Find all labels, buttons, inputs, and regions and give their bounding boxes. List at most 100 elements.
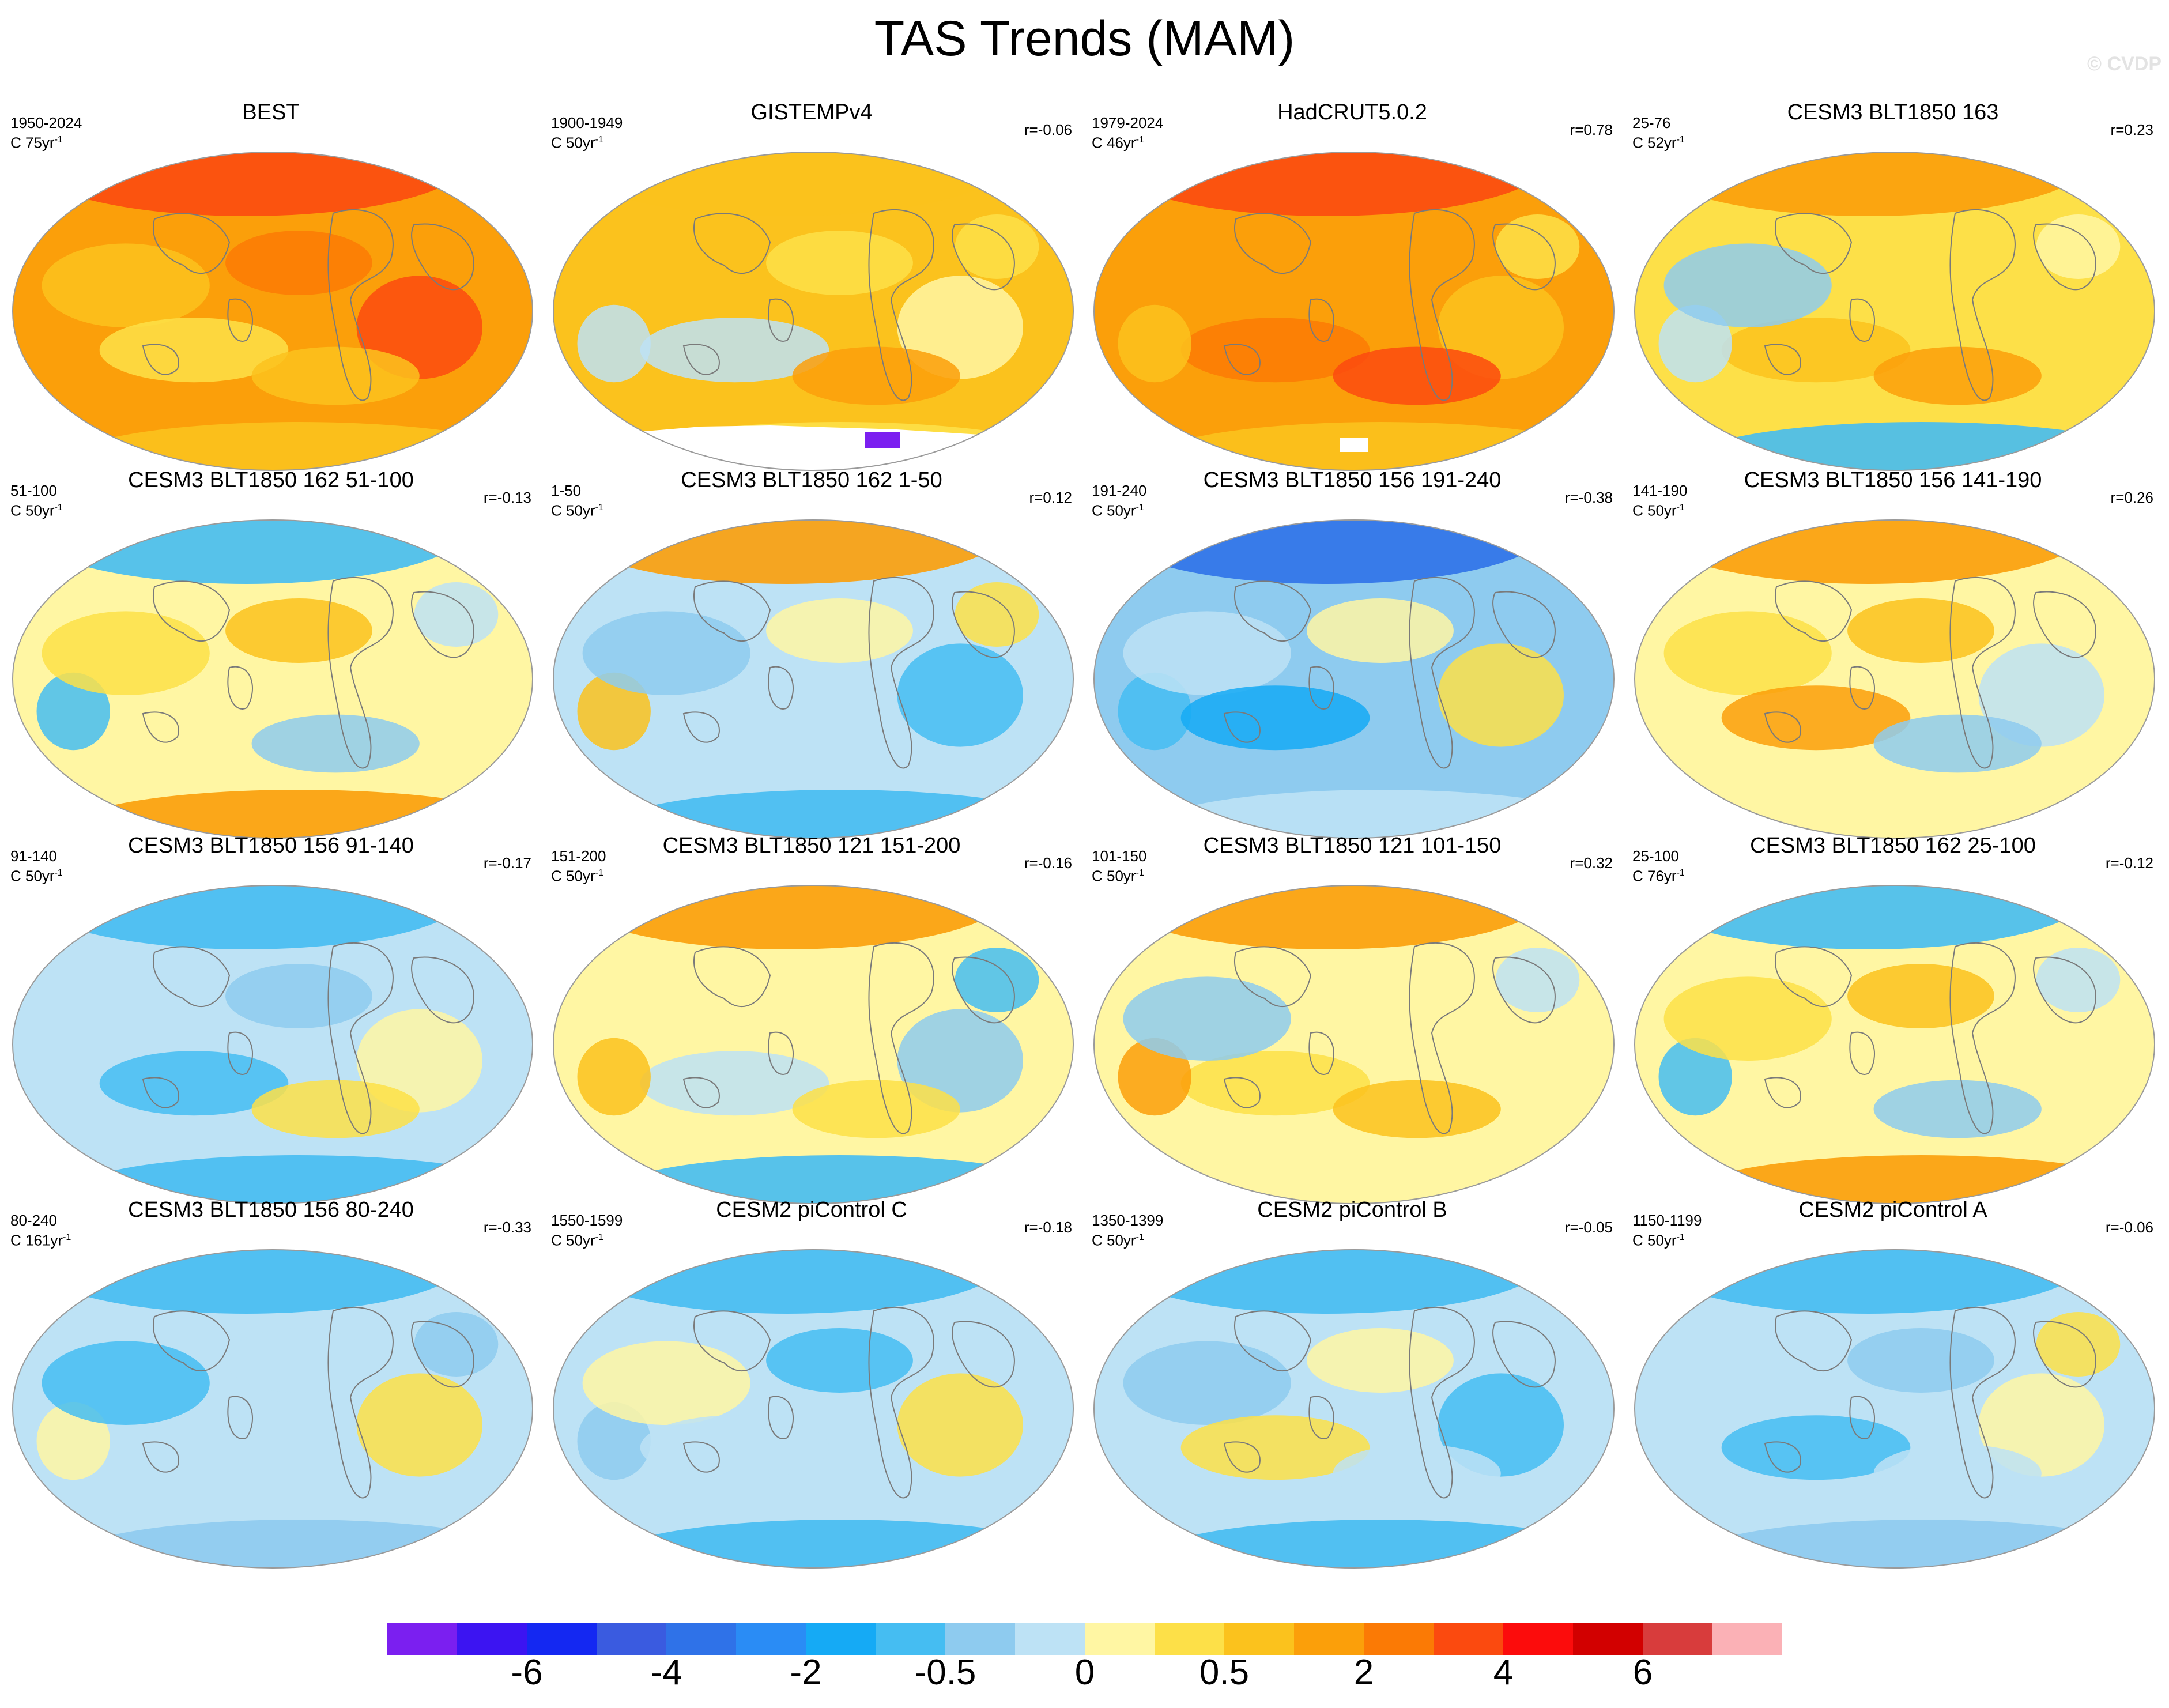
panel-correlation: r=-0.33 (483, 1219, 531, 1236)
anomaly-region (1307, 598, 1454, 663)
anomaly-region (792, 1080, 960, 1138)
anomaly-region (99, 318, 289, 383)
anomaly-region (955, 582, 1039, 647)
panel-title: CESM2 piControl C (716, 1198, 907, 1222)
anomaly-region (414, 948, 499, 1012)
map-panel: CESM3 BLT1850 121 101-150 101-150 C 50yr-1… (1081, 830, 1623, 1204)
trend-map (1093, 885, 1615, 1204)
trend-map (1093, 152, 1615, 471)
anomaly-region (1118, 304, 1191, 383)
anomaly-region (1663, 243, 1832, 327)
arctic-anomaly (1648, 520, 2089, 584)
panel-years: 151-200 (551, 847, 606, 865)
map-panel: CESM2 piControl A 1150-1199 C 50yr-1 r=-0.0… (1622, 1194, 2164, 1569)
colorbar-box (945, 1623, 1015, 1655)
anomaly-region (1438, 643, 1564, 747)
colorbar-box (1364, 1623, 1434, 1655)
antarctic-anomaly (603, 790, 1073, 838)
arctic-anomaly (567, 152, 1008, 216)
map-outline (1634, 152, 2155, 471)
anomaly-region (414, 582, 499, 647)
anomaly-region (251, 1080, 420, 1138)
panel-span: C 50yr-1 (551, 502, 603, 519)
anomaly-region (1721, 318, 1911, 383)
arctic-anomaly (26, 885, 467, 949)
anomaly-region (577, 1038, 651, 1116)
anomaly-region (640, 1415, 829, 1480)
anomaly-region (1847, 598, 1994, 663)
anomaly-region (582, 1341, 750, 1425)
map-panel: CESM3 BLT1850 121 151-200 151-200 C 50yr-1… (541, 830, 1082, 1204)
anomaly-region (1847, 964, 1994, 1028)
map-panel: CESM3 BLT1850 162 51-100 51-100 C 50yr-1 r=… (0, 465, 542, 839)
antarctic-anomaly (603, 1520, 1073, 1568)
coastline (142, 1306, 474, 1499)
arctic-anomaly (567, 520, 1008, 584)
trend-map (1634, 152, 2155, 471)
panel-years: 1979-2024 (1092, 114, 1164, 131)
anomaly-region (1333, 1080, 1501, 1138)
anomaly-region (897, 1373, 1023, 1477)
anomaly-region (99, 1051, 289, 1116)
panel-span: C 50yr-1 (1092, 502, 1144, 519)
coastline (142, 209, 474, 401)
antarctic-anomaly (1685, 1520, 2155, 1568)
panel-title: CESM3 BLT1850 121 151-200 (662, 834, 961, 858)
antarctic-anomaly (1144, 1520, 1614, 1568)
map-panel: CESM2 piControl C 1550-1599 C 50yr-1 r=-0.1… (541, 1194, 1082, 1569)
anomaly-region (582, 611, 750, 695)
colorbar-box (597, 1623, 666, 1655)
anomaly-region (1658, 304, 1732, 383)
arctic-anomaly (567, 1250, 1008, 1314)
trend-map (553, 1249, 1074, 1569)
anomaly-region (1663, 611, 1832, 695)
panel-correlation: r=-0.38 (1564, 489, 1613, 506)
trend-map (553, 885, 1074, 1204)
panel-correlation: r=-0.17 (483, 854, 531, 872)
map-outline (553, 885, 1074, 1204)
anomaly-region (1333, 346, 1501, 405)
trend-map (12, 152, 533, 471)
colorbar-box (457, 1623, 527, 1655)
colorbar-box (1434, 1623, 1503, 1655)
map-outline (12, 1249, 533, 1569)
arctic-anomaly (26, 520, 467, 584)
panel-span: C 76yr-1 (1632, 867, 1685, 885)
trend-map (553, 152, 1074, 471)
coastline (682, 1306, 1015, 1499)
anomaly-region (1123, 1341, 1291, 1425)
map-panel: CESM3 BLT1850 163 25-76 C 52yr-1 r=0.23 (1622, 97, 2164, 471)
map-panel: HadCRUT5.0.2 1979-2024 C 46yr-1 r=0.78 (1081, 97, 1623, 471)
panel-years: 80-240 (10, 1212, 57, 1229)
panel-title: HadCRUT5.0.2 (1277, 100, 1427, 125)
coastline (682, 942, 1015, 1134)
anomaly-region (414, 1312, 499, 1377)
trend-map (1634, 885, 2155, 1204)
anomaly-region (225, 598, 372, 663)
colorbar-box (736, 1623, 806, 1655)
colorbar-tick-label: 6 (1632, 1653, 1653, 1692)
panel-years: 25-100 (1632, 847, 1679, 865)
anomaly-region (577, 672, 651, 751)
arctic-anomaly (1107, 520, 1548, 584)
panel-years: 1150-1199 (1632, 1212, 1702, 1229)
panel-span: C 46yr-1 (1092, 134, 1144, 152)
map-panel: CESM3 BLT1850 162 1-50 1-50 C 50yr-1 r=0.12 (541, 465, 1082, 839)
panel-years: 191-240 (1092, 482, 1147, 499)
antarctic-anomaly (1685, 1155, 2155, 1204)
arctic-anomaly (26, 152, 467, 216)
panel-title: BEST (242, 100, 300, 125)
anomaly-region (356, 1373, 482, 1477)
anomaly-region (36, 1402, 110, 1480)
anomaly-region (42, 611, 210, 695)
antarctic-anomaly (63, 1520, 533, 1568)
panel-correlation: r=0.12 (1029, 489, 1072, 506)
coastline (1223, 942, 1556, 1134)
anomaly-region (955, 214, 1039, 279)
anomaly-region (1180, 318, 1370, 383)
panel-correlation: r=-0.12 (2105, 854, 2153, 872)
panel-title: CESM3 BLT1850 162 1-50 (681, 468, 942, 492)
colorbar-box (1573, 1623, 1643, 1655)
panel-years: 1550-1599 (551, 1212, 623, 1229)
panel-span: C 50yr-1 (10, 867, 63, 885)
